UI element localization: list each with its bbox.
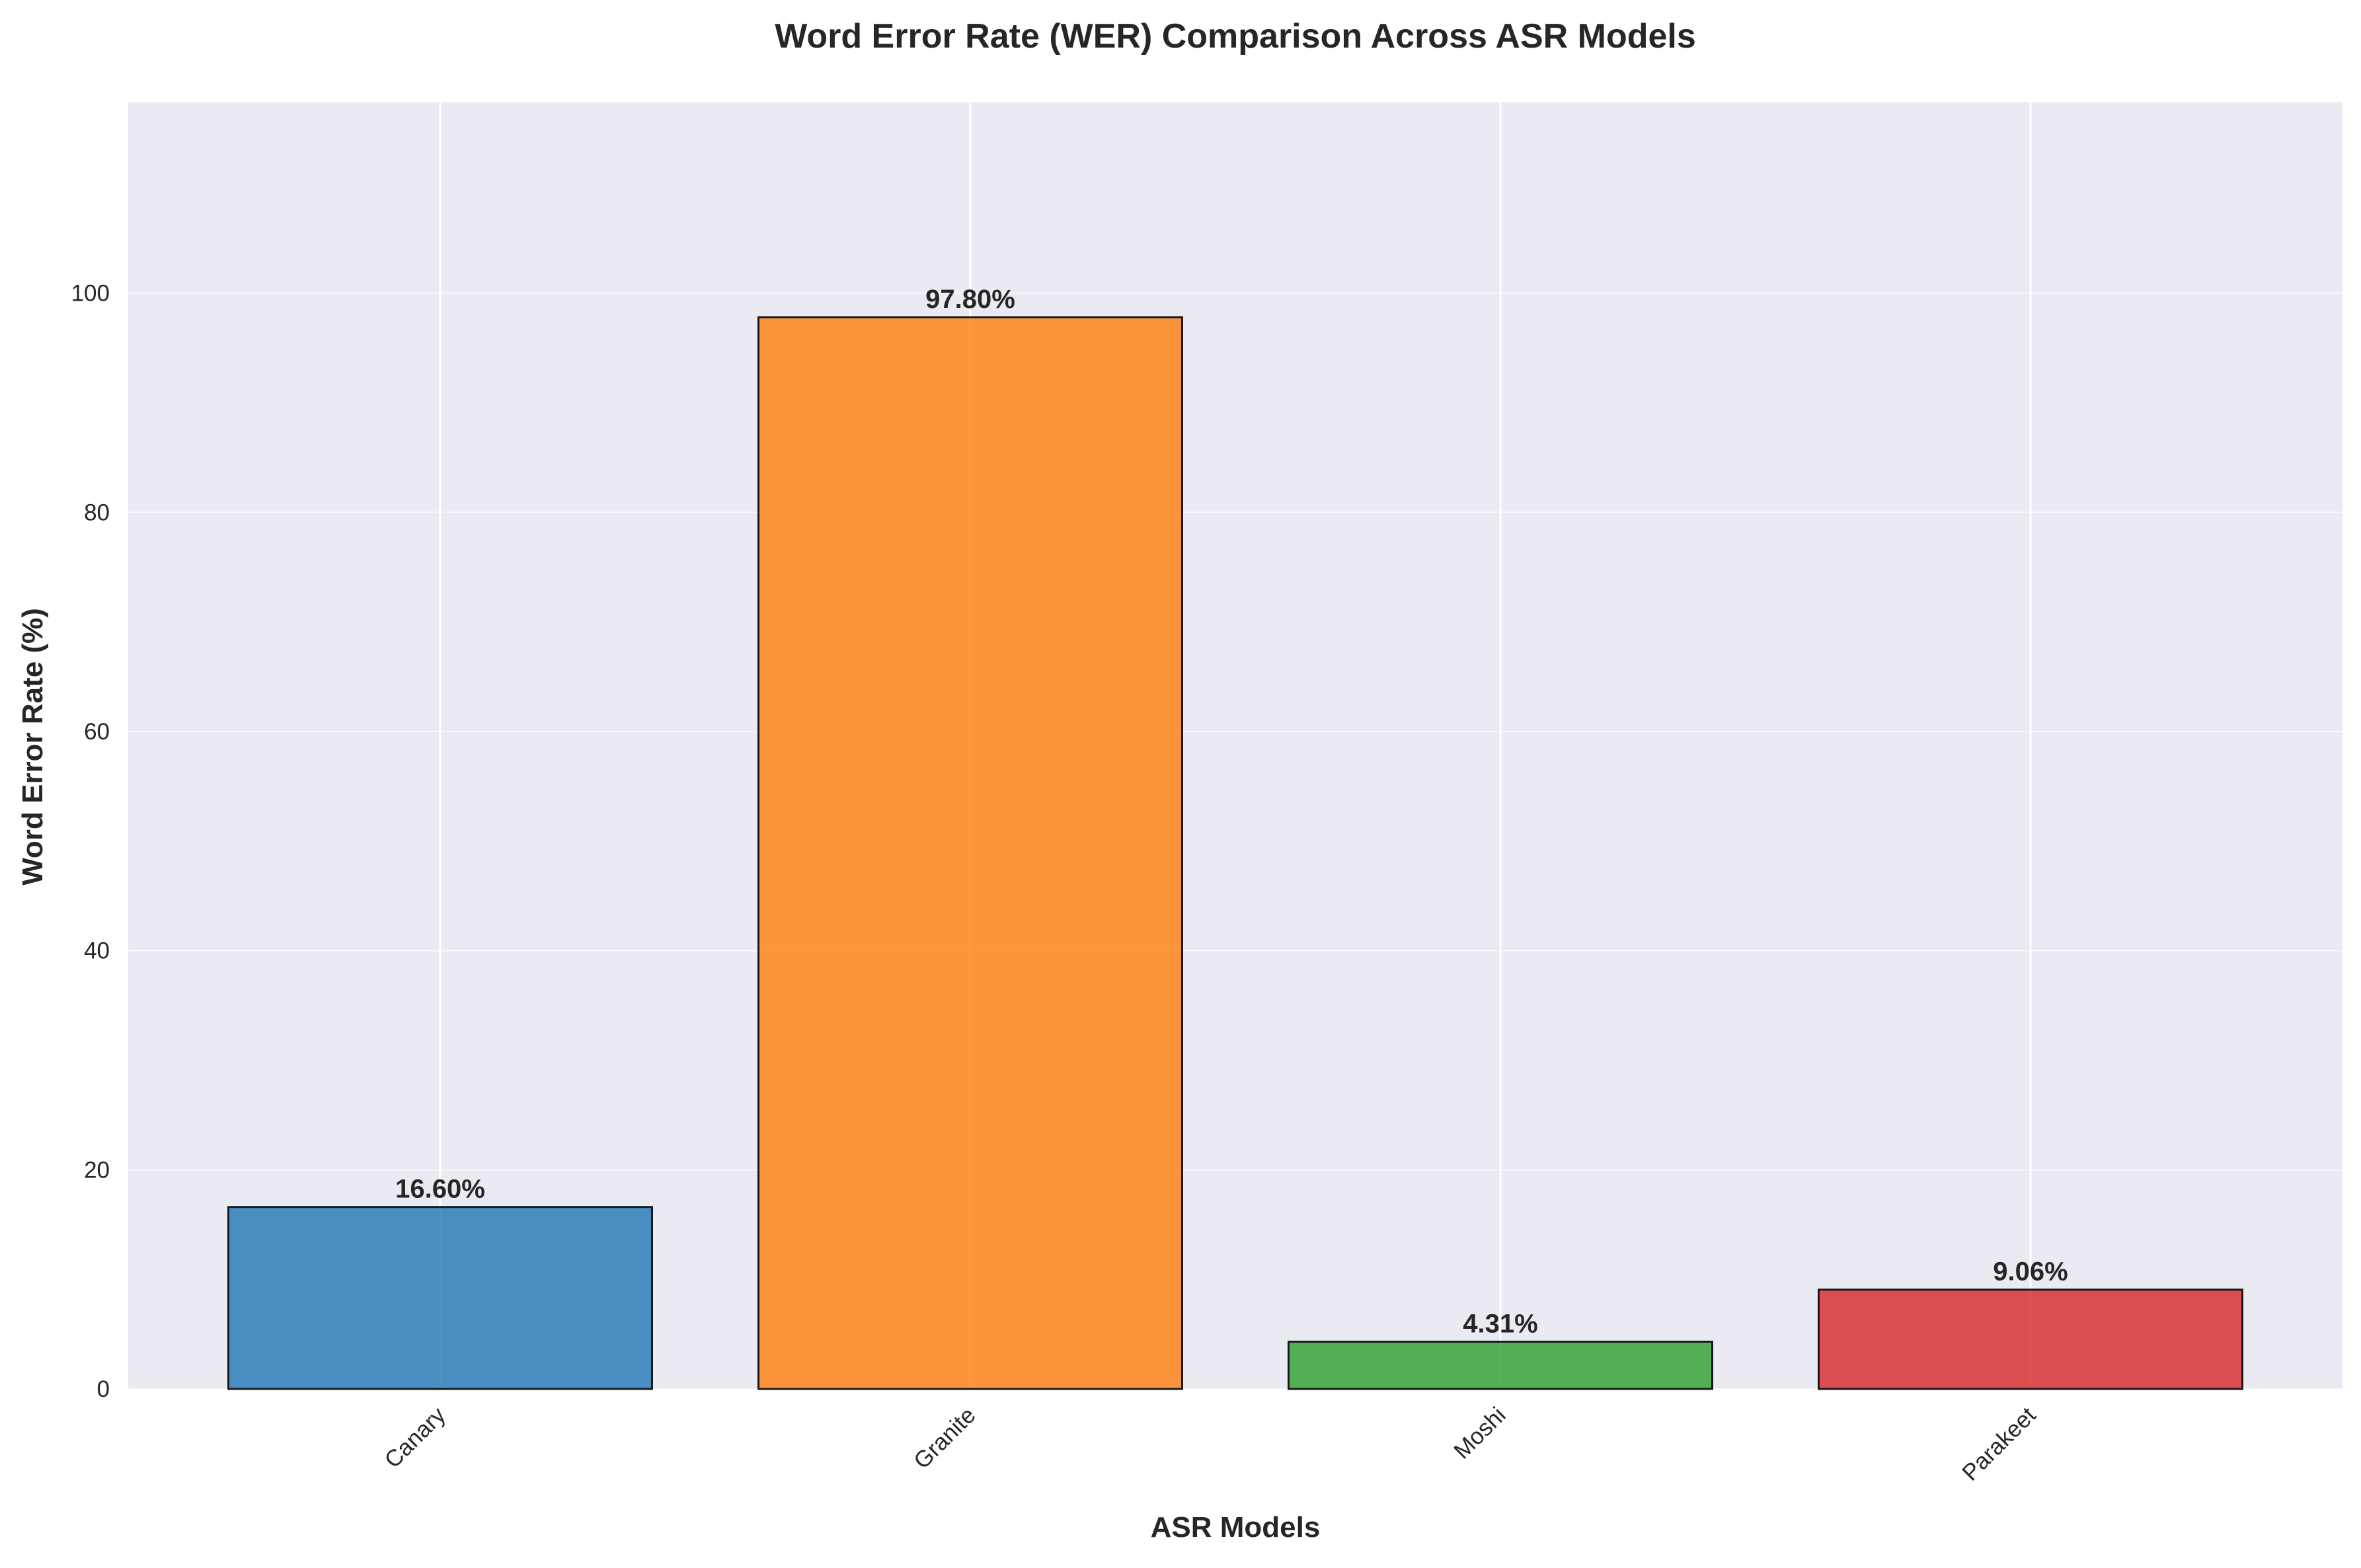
bar bbox=[1818, 1288, 2243, 1390]
bar bbox=[227, 1206, 653, 1390]
y-axis-label: Word Error Rate (%) bbox=[17, 608, 49, 885]
x-tick-label: Canary bbox=[379, 1402, 451, 1474]
y-tick-label: 100 bbox=[71, 281, 110, 307]
bars bbox=[227, 316, 2243, 1390]
bar-value-label: 4.31% bbox=[1463, 1310, 1537, 1339]
bar-value-label: 9.06% bbox=[1993, 1257, 2068, 1287]
x-tick-label: Parakeet bbox=[1957, 1402, 2041, 1486]
y-tick-labels: 0 20 40 60 80 100 bbox=[71, 281, 110, 1402]
value-labels: 16.60% 97.80% 4.31% 9.06% bbox=[395, 285, 2068, 1338]
bar-value-label: 16.60% bbox=[395, 1175, 485, 1204]
x-axis-label: ASR Models bbox=[1151, 1511, 1321, 1544]
chart-title: Word Error Rate (WER) Comparison Across … bbox=[775, 17, 1696, 56]
x-tick-labels: Canary Granite Moshi Parakeet bbox=[379, 1402, 2041, 1486]
y-tick-label: 0 bbox=[97, 1376, 110, 1402]
y-tick-label: 80 bbox=[84, 500, 110, 525]
y-tick-label: 40 bbox=[84, 938, 110, 964]
x-tick-label: Moshi bbox=[1449, 1402, 1511, 1464]
bar-value-label: 97.80% bbox=[925, 285, 1015, 314]
bar bbox=[757, 316, 1183, 1390]
y-tick-label: 20 bbox=[84, 1157, 110, 1183]
bar bbox=[1288, 1341, 1713, 1390]
y-tick-label: 60 bbox=[84, 719, 110, 745]
plot-background bbox=[128, 102, 2342, 1389]
x-tick-label: Granite bbox=[909, 1402, 981, 1474]
